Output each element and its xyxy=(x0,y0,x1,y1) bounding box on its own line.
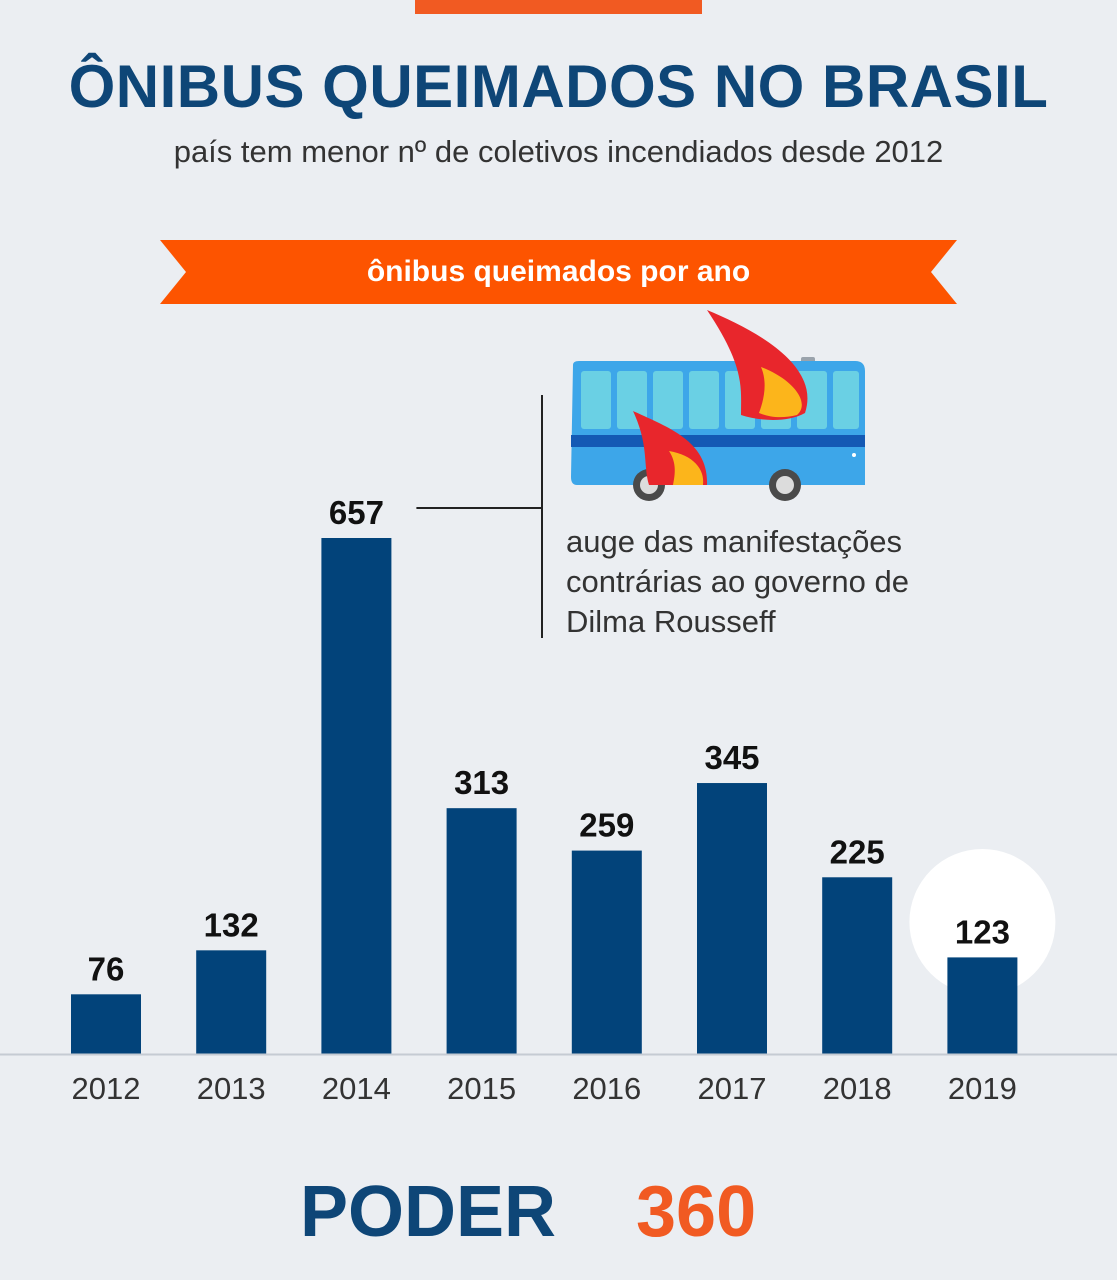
chart-banner: ônibus queimados por ano xyxy=(160,240,957,304)
logo-text-360: 360 xyxy=(636,1178,756,1248)
value-label-2015: 313 xyxy=(454,764,509,801)
bar-2015 xyxy=(446,808,517,1054)
x-tick-2018: 2018 xyxy=(823,1071,892,1106)
highlight-circle xyxy=(909,849,1056,995)
top-accent-bar xyxy=(415,0,702,14)
bar-chart: 76 2012 132 2013 657 2014 313 2015 259 2016 345 201… xyxy=(0,395,1117,1106)
x-tick-2019: 2019 xyxy=(948,1071,1017,1106)
burning-bus-icon xyxy=(571,310,865,501)
bar-2019 xyxy=(947,957,1018,1054)
annotation-callout xyxy=(416,395,543,638)
bar-2014 xyxy=(321,538,392,1054)
x-tick-2017: 2017 xyxy=(698,1071,767,1106)
x-tick-2015: 2015 xyxy=(447,1071,516,1106)
x-tick-2012: 2012 xyxy=(72,1071,141,1106)
bar-2018 xyxy=(822,877,893,1054)
value-label-2018: 225 xyxy=(830,833,885,870)
value-label-2016: 259 xyxy=(579,807,634,844)
banner-label: ônibus queimados por ano xyxy=(366,255,751,288)
x-tick-2014: 2014 xyxy=(322,1071,391,1106)
banner-ribbon-shape xyxy=(160,240,957,304)
x-tick-2013: 2013 xyxy=(197,1071,266,1106)
value-label-2017: 345 xyxy=(704,739,759,776)
value-label-2013: 132 xyxy=(204,906,259,943)
poder360-logo: PODER 360 xyxy=(300,1178,756,1248)
page-title: ÔNIBUS QUEIMADOS NO BRASIL xyxy=(68,53,1049,120)
bar-2012 xyxy=(71,994,141,1054)
bar-2013 xyxy=(196,950,267,1054)
logo-text-poder: PODER xyxy=(300,1178,556,1248)
bar-2016 xyxy=(571,850,642,1054)
value-label-2014: 657 xyxy=(329,494,384,531)
x-tick-2016: 2016 xyxy=(572,1071,641,1106)
annotation-text: auge das manifestações contrárias ao gov… xyxy=(566,524,909,639)
value-label-2012: 76 xyxy=(88,950,125,987)
value-label-2019: 123 xyxy=(955,913,1010,950)
bar-2017 xyxy=(697,783,767,1054)
page-subtitle: país tem menor nº de coletivos incendiad… xyxy=(173,134,944,169)
